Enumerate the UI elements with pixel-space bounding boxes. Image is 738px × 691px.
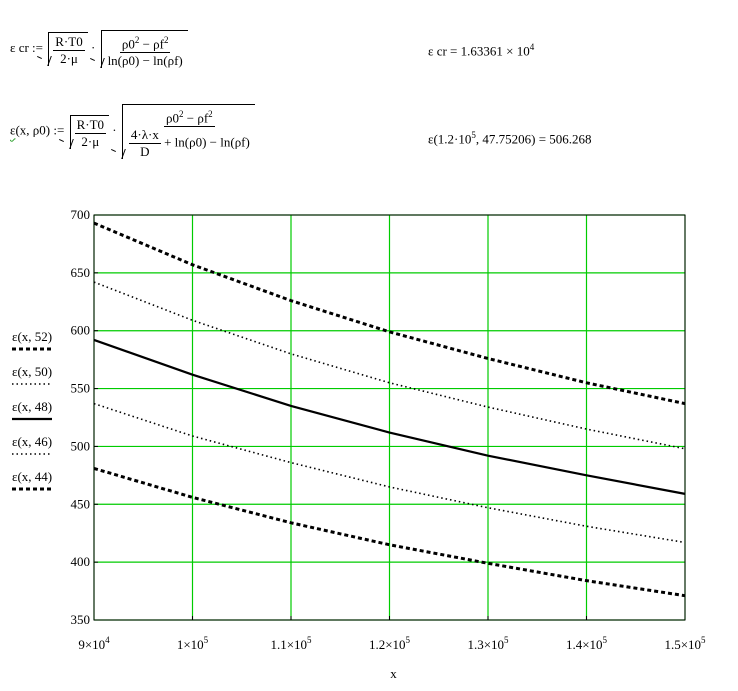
- x-tick-label: 1.5×105: [664, 635, 706, 652]
- series-line: [93, 221, 686, 406]
- x-tick-label: 1.3×105: [467, 635, 509, 652]
- x-tick-label: 9×104: [78, 635, 110, 652]
- y-tick-label: 650: [71, 265, 91, 280]
- eps-lhs: (x, ρ0) :=: [15, 122, 65, 138]
- x-tick-label: 1.4×105: [566, 635, 608, 652]
- ecr-definition: ε cr := R·T0 2·μ · ρ02 − ρf2 ln(ρ0) − ln(ρ…: [10, 30, 188, 69]
- sqrt-density-2: ρ02 − ρf2 4·λ·x D + ln(ρ0) − ln(ρf): [120, 104, 255, 160]
- x-axis-label: x: [390, 666, 397, 681]
- sqrt-denominator-2: 4·λ·x D + ln(ρ0) − ln(ρf): [128, 127, 250, 160]
- x-tick-label: 1×105: [177, 635, 209, 652]
- x-tick-label: 1.2×105: [369, 635, 411, 652]
- eps-result: ε(1.2·105, 47.75206) = 506.268: [428, 130, 592, 147]
- legend-label: ε(x, 48): [12, 399, 52, 414]
- sqrt2-denominator: ln(ρ0) − ln(ρf): [107, 53, 183, 69]
- legend-label: ε(x, 46): [12, 434, 52, 449]
- y-tick-label: 400: [71, 554, 91, 569]
- multiply-dot: ·: [90, 40, 96, 56]
- sqrt-rt0: R·T0 2·μ: [46, 32, 88, 67]
- x-tick-label: 1.1×105: [270, 635, 312, 652]
- series-line: [93, 338, 686, 495]
- y-tick-label: 600: [71, 323, 91, 338]
- series-line: [93, 466, 686, 598]
- y-tick-label: 500: [71, 438, 91, 453]
- legend-label: ε(x, 52): [12, 329, 52, 344]
- sqrt1-denominator: 2·μ: [60, 51, 78, 67]
- sqrt1-numerator: R·T0: [53, 34, 85, 52]
- sqrt-numerator-2: ρ02 − ρf2: [164, 109, 215, 128]
- ecr-result: ε cr = 1.63361 × 104: [428, 42, 535, 59]
- y-tick-label: 350: [71, 612, 91, 627]
- ecr-lhs: ε cr :=: [10, 40, 44, 56]
- legend-label: ε(x, 44): [12, 469, 52, 484]
- y-tick-label: 450: [71, 496, 91, 511]
- sqrt2-numerator: ρ02 − ρf2: [119, 35, 171, 54]
- legend-label: ε(x, 50): [12, 364, 52, 379]
- series-line: [93, 402, 686, 544]
- y-tick-label: 550: [71, 381, 91, 396]
- sqrt-density: ρ02 − ρf2 ln(ρ0) − ln(ρf): [99, 30, 188, 69]
- eps-definition: ε(x, ρ0) := R·T0 2·μ · ρ02 − ρf2 4·λ·x D + …: [10, 104, 255, 160]
- y-tick-label: 700: [71, 207, 91, 222]
- sqrt-rt0-2: R·T0 2·μ: [68, 114, 110, 149]
- eps-symbol: ε: [10, 122, 16, 138]
